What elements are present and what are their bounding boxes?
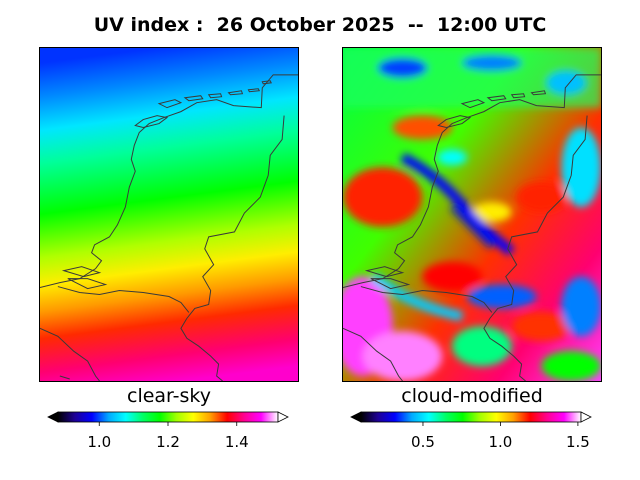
clear-sky-colorbar	[47, 411, 289, 432]
colorbar-graphic	[350, 411, 592, 426]
colorbar-tick-label: 1.0	[87, 433, 112, 451]
coastline	[40, 74, 298, 381]
colorbar-tick-label: 1.4	[224, 433, 249, 451]
clear-sky-map	[39, 47, 299, 382]
cloud-modified-colorbar	[350, 411, 592, 432]
map-title: UV index : 26 October 2025 -- 12:00 UTC	[93, 14, 547, 36]
clear-sky-label: clear-sky	[127, 385, 211, 407]
cloud-modified-label: cloud-modified	[401, 385, 543, 407]
colorbar-tick-label: 0.5	[411, 433, 435, 451]
cloud-modified-map	[342, 47, 602, 382]
colorbar-tick-label: 1.2	[156, 433, 180, 451]
colorbar-tick-label: 1.5	[565, 433, 590, 451]
colorbar-tick-label: 1.0	[488, 433, 513, 451]
colorbar-graphic	[47, 411, 289, 426]
coastline	[343, 74, 601, 381]
